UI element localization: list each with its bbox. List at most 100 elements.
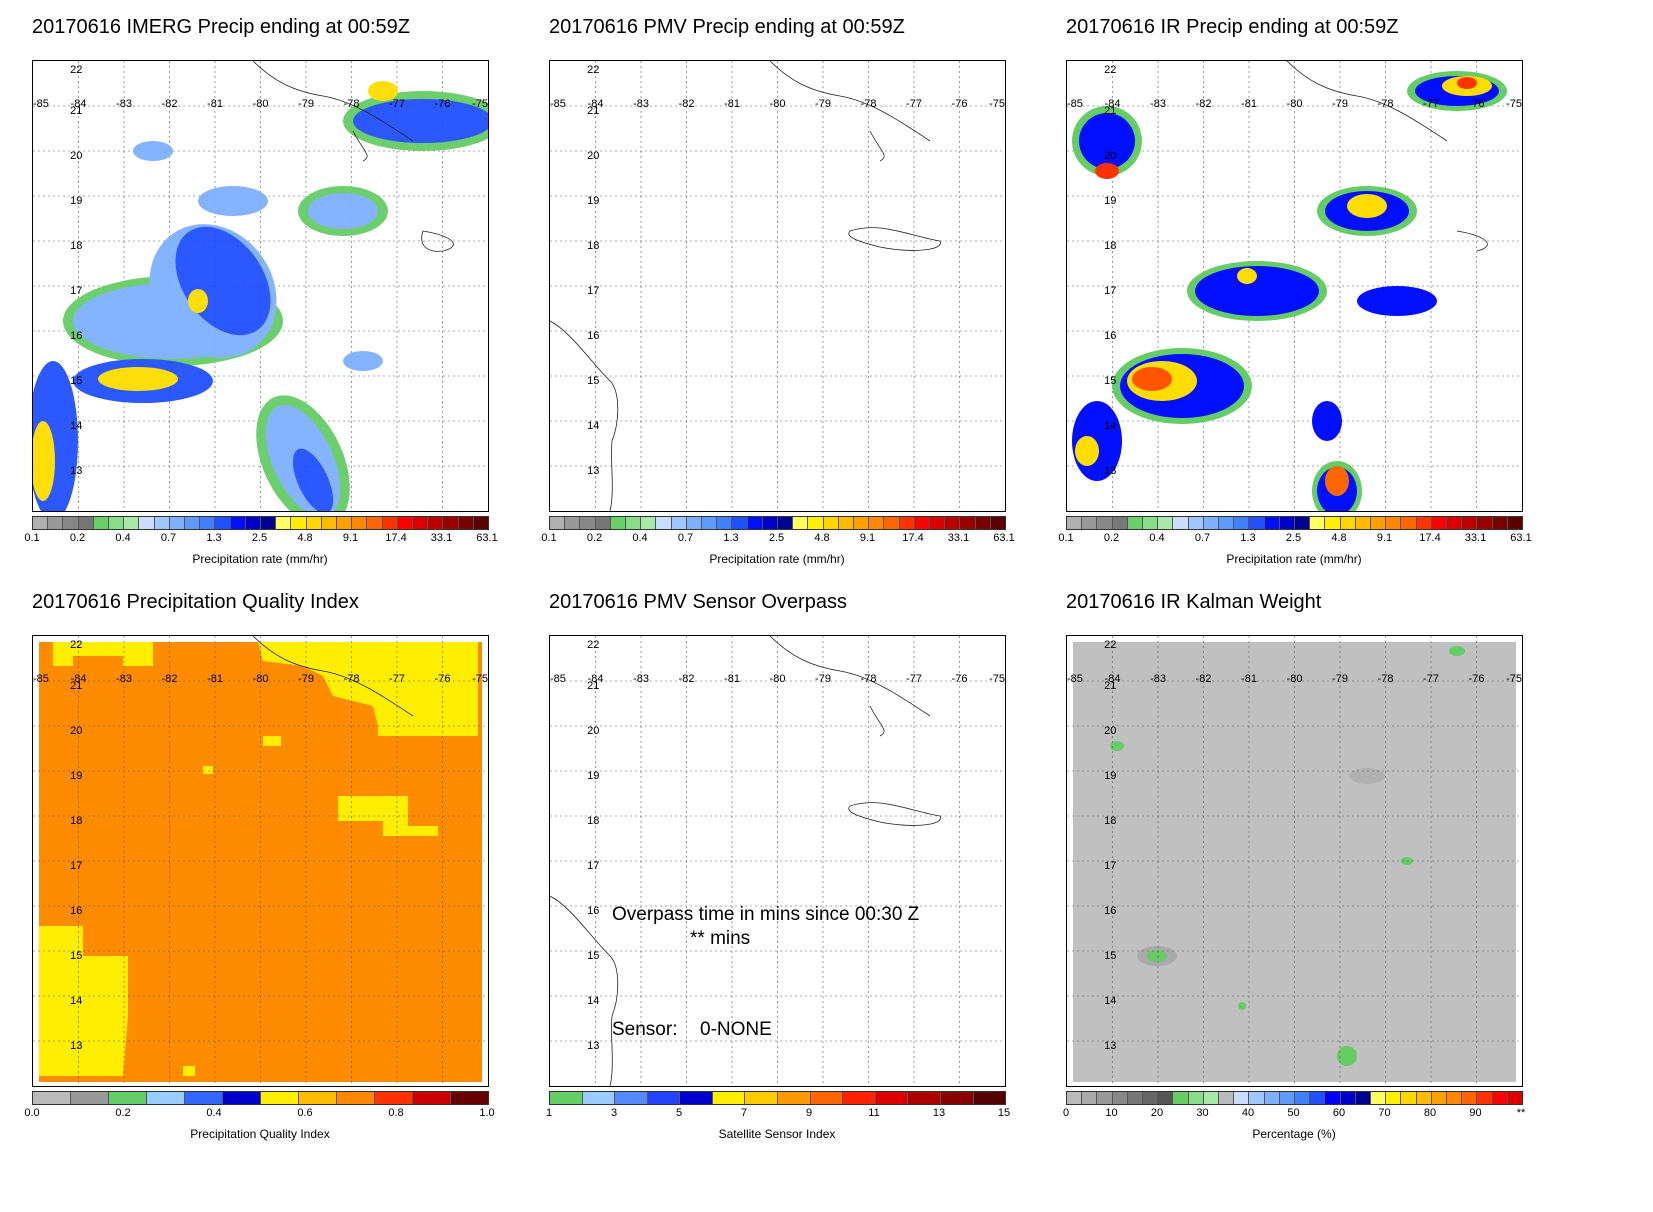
lat-label: 15 (587, 950, 599, 962)
colorbar-tick: 2.5 (768, 532, 785, 544)
lon-label: -78 (344, 98, 360, 110)
colorbar-tick: 13 (932, 1107, 946, 1119)
colorbar-swatch (1219, 517, 1235, 529)
colorbar-tick: 0.2 (1103, 532, 1120, 544)
lat-label: 17 (1104, 285, 1116, 297)
lon-label: -80 (770, 98, 786, 110)
colorbar-tick: 9.1 (859, 532, 876, 544)
colorbar-tick: 63.1 (476, 532, 498, 544)
lon-label: -82 (1196, 673, 1212, 685)
colorbar-swatch (823, 517, 839, 529)
colorbar-swatch (838, 517, 855, 529)
lat-label: 12 (70, 510, 82, 511)
lat-label: 18 (70, 240, 82, 252)
map-kalman: -85 -84 -83 -82 -81 -80 -79 -78 -77 -76 -75 22 21 20 1… (1066, 635, 1523, 1087)
colorbar-swatch (1173, 517, 1189, 529)
lat-label: 13 (1104, 465, 1116, 477)
colorbar-swatch (1371, 517, 1387, 529)
colorbar-tick: 70 (1378, 1107, 1391, 1119)
colorbar-swatch (139, 517, 155, 529)
panel-title: 20170616 Precipitation Quality Index (32, 591, 359, 613)
lat-label: 17 (587, 285, 599, 297)
colorbar-swatch (473, 517, 489, 529)
lat-label: 20 (587, 725, 599, 737)
colorbar-swatch (109, 1092, 147, 1104)
colorbar-swatch (337, 517, 353, 529)
colorbar-swatch (875, 1092, 909, 1104)
colorbar-swatch (458, 517, 474, 529)
panel-imerg: 20170616 IMERG Precip ending at 00:59Z (24, 16, 572, 616)
colorbar-swatch (1203, 517, 1220, 529)
panel-title: 20170616 PMV Sensor Overpass (549, 591, 847, 613)
lon-label: -84 (1105, 673, 1121, 685)
lon-label: -81 (207, 673, 223, 685)
colorbar-swatch (382, 517, 398, 529)
colorbar-swatch (1112, 1092, 1128, 1104)
colorbar (32, 1091, 489, 1105)
lat-label: 20 (587, 150, 599, 162)
colorbar-swatch (245, 517, 262, 529)
colorbar-swatch (230, 517, 246, 529)
colorbar-tick: 40 (1241, 1107, 1255, 1119)
colorbar-label: Precipitation rate (mm/hr) (1226, 552, 1362, 566)
colorbar-swatch (914, 517, 931, 529)
lat-label: 12 (587, 1085, 599, 1086)
colorbar-swatch (884, 517, 900, 529)
colorbar-swatch (375, 1092, 413, 1104)
lat-label: 17 (70, 860, 82, 872)
colorbar-label: Percentage (%) (1252, 1127, 1336, 1141)
colorbar-swatch (656, 517, 672, 529)
lon-label: -85 (33, 98, 49, 110)
colorbar-swatch (712, 1092, 746, 1104)
lat-label: 13 (587, 1040, 599, 1052)
panel-kalman: 20170616 IR Kalman Weight -85 -84 -83 -82 -8… (1063, 591, 1606, 1191)
colorbar-swatch (1234, 1092, 1250, 1104)
colorbar-tick: 50 (1287, 1107, 1300, 1119)
colorbar-swatch (261, 517, 277, 529)
colorbar-swatch (1401, 1092, 1417, 1104)
colorbar-swatch (975, 517, 991, 529)
colorbar-swatch (1264, 1092, 1280, 1104)
colorbar-swatch (1386, 517, 1402, 529)
colorbar-swatch (71, 1092, 109, 1104)
colorbar-swatch (808, 517, 824, 529)
lon-label: -85 (550, 98, 566, 110)
colorbar-swatch (1462, 1092, 1478, 1104)
lat-label: 22 (1104, 639, 1116, 651)
colorbar-tick: 33.1 (947, 532, 970, 544)
lat-label: 21 (1104, 105, 1116, 117)
colorbar-swatch (1386, 1092, 1402, 1104)
colorbar-swatch (321, 517, 338, 529)
lon-label: -83 (633, 673, 649, 685)
colorbar-tick: 1.0 (479, 1107, 495, 1119)
lon-label: -75 (989, 98, 1005, 110)
map-pqi: -85 -84 -83 -82 -81 -80 -79 -78 -77 -76 -75 22 21 20 1… (32, 635, 489, 1087)
colorbar-tick: 0.7 (160, 532, 177, 544)
lat-label: 17 (1104, 860, 1116, 872)
lon-label: -84 (71, 673, 87, 685)
colorbar-label: Precipitation rate (mm/hr) (709, 552, 845, 566)
colorbar-swatch (169, 517, 186, 529)
imerg-field: -85 -84 -83 -82 -81 -80 -79 -78 -77 -76 -75 22 21 20 1… (33, 61, 488, 511)
colorbar-swatch (1462, 517, 1478, 529)
colorbar (1066, 516, 1523, 530)
lat-label: 18 (587, 240, 599, 252)
colorbar-tick: 4.8 (814, 532, 830, 544)
lat-label: 14 (1104, 420, 1116, 432)
colorbar-swatch (1158, 517, 1174, 529)
panel-title: 20170616 IR Precip ending at 00:59Z (1066, 16, 1399, 38)
colorbar-tick: 0.2 (586, 532, 603, 544)
lat-label: 15 (587, 375, 599, 387)
lon-label: -83 (1150, 98, 1166, 110)
lon-label: -75 (1506, 98, 1522, 110)
overpass-field: -85 -84 -83 -82 -81 -80 -79 -78 -77 -76 -75 22 21 20 1… (550, 636, 1005, 1086)
colorbar-swatch (1188, 1092, 1204, 1104)
panel-pqi: 20170616 Precipitation Quality Index -85… (24, 591, 572, 1191)
lat-label: 13 (587, 465, 599, 477)
colorbar-swatch (48, 517, 64, 529)
colorbar-swatch (1067, 1092, 1083, 1104)
colorbar-swatch (1249, 1092, 1265, 1104)
lon-label: -81 (724, 98, 740, 110)
lat-label: 19 (587, 770, 599, 782)
colorbar-tick: ** (1516, 1107, 1526, 1119)
